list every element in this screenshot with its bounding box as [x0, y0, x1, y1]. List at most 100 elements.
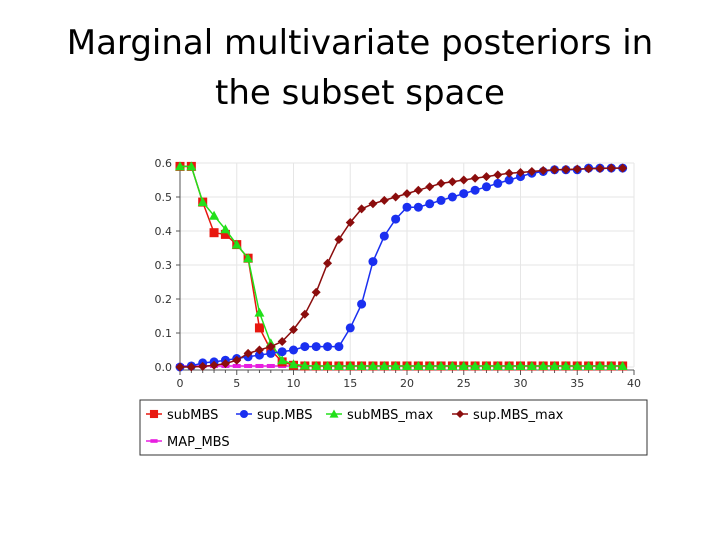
data-point [243, 348, 253, 358]
data-point [425, 199, 435, 209]
data-point [220, 359, 230, 369]
data-point [504, 360, 515, 370]
data-point [504, 175, 514, 185]
data-point [231, 239, 242, 249]
data-point [334, 342, 344, 352]
legend-label: MAP_MBS [167, 435, 230, 450]
data-point [413, 185, 423, 195]
data-point [515, 360, 526, 370]
data-point [289, 325, 298, 335]
data-point [459, 189, 469, 199]
data-point [516, 168, 525, 178]
data-point [311, 287, 321, 297]
legend-label: subMBS_max [347, 408, 434, 423]
data-point [493, 178, 503, 188]
data-point [289, 345, 298, 355]
data-point [300, 309, 310, 319]
data-point [333, 360, 344, 370]
data-point [617, 360, 628, 370]
series-line [180, 165, 623, 367]
data-point [470, 360, 481, 370]
x-tick-label: 40 [627, 377, 641, 390]
series-submbs-max [175, 161, 628, 370]
slide-title-line-1: Marginal multivariate posteriors in [66, 23, 654, 63]
data-point [470, 185, 480, 195]
data-point [391, 192, 401, 202]
data-point [266, 342, 276, 352]
data-point [459, 175, 469, 185]
data-point [492, 360, 503, 370]
data-point [254, 350, 264, 360]
data-point [254, 307, 265, 317]
y-tick-label: 0.5 [155, 191, 173, 204]
data-point [436, 360, 447, 370]
data-point [175, 362, 185, 372]
y-tick-label: 0.0 [155, 361, 173, 374]
data-point [402, 202, 412, 212]
data-point [209, 360, 219, 370]
data-point [323, 258, 333, 268]
y-tick-label: 0.6 [155, 157, 173, 170]
data-point [594, 360, 605, 370]
data-point [367, 360, 378, 370]
y-tick-label: 0.4 [155, 225, 173, 238]
series-line [180, 167, 623, 368]
data-point [447, 360, 458, 370]
data-point [379, 195, 389, 205]
slide-title: Marginal multivariate posteriors in the … [20, 18, 700, 118]
data-point [458, 360, 469, 370]
series-layer [175, 161, 628, 372]
data-point [357, 299, 367, 309]
data-point [379, 360, 390, 370]
legend-entry: subMBS [146, 408, 218, 423]
x-axis: 0 5 10 15 20 25 30 35 40 [177, 369, 641, 390]
data-point [311, 360, 322, 370]
legend-label: sup.MBS [257, 408, 313, 423]
legend-marker [149, 409, 159, 419]
data-point [549, 360, 560, 370]
data-point [493, 170, 503, 180]
data-point [209, 228, 219, 238]
data-point [447, 177, 457, 187]
data-point [425, 182, 435, 192]
data-point [368, 257, 378, 267]
x-tick-label: 10 [287, 377, 301, 390]
legend-box [139, 399, 648, 456]
data-point [345, 218, 355, 227]
data-point [391, 214, 401, 224]
data-point [243, 253, 254, 263]
data-point [266, 348, 276, 358]
data-point [299, 360, 310, 370]
data-point [186, 161, 197, 171]
data-point [277, 355, 288, 365]
data-point [618, 163, 628, 173]
data-point [254, 345, 264, 355]
data-point [481, 182, 491, 192]
x-tick-label: 5 [233, 377, 240, 390]
data-point [288, 359, 299, 369]
x-tick-label: 20 [400, 377, 414, 390]
y-tick-label: 0.1 [155, 327, 173, 340]
data-point [402, 189, 412, 199]
x-tick-label: 30 [514, 377, 528, 390]
data-point [504, 168, 514, 178]
data-point [436, 178, 446, 188]
data-point [402, 360, 412, 370]
data-point [198, 361, 208, 371]
data-point [424, 360, 435, 370]
data-point [244, 363, 253, 368]
data-point [606, 163, 616, 173]
legend-marker [239, 409, 249, 419]
data-point [255, 363, 264, 368]
data-point [606, 360, 617, 370]
data-point [368, 199, 378, 209]
data-point [209, 210, 220, 220]
data-point [526, 360, 537, 370]
data-point [583, 360, 594, 370]
x-tick-label: 15 [343, 377, 357, 390]
data-point [323, 342, 333, 352]
data-point [220, 224, 231, 234]
legend-entry: subMBS_max [326, 408, 434, 423]
legend-marker [455, 409, 465, 419]
